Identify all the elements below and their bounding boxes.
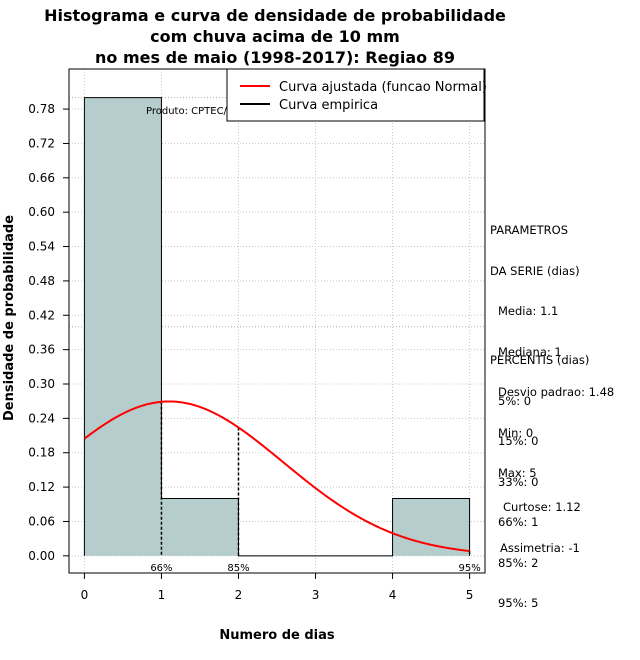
y-tick-label: 0.24 [28,411,55,425]
y-tick-label: 0.72 [28,136,55,150]
percentil-95: 95%: 5 [498,596,539,610]
params-panel: PARAMETROS DA SERIE (dias) Media: 1.1 Me… [490,197,614,494]
percentis-panel: PERCENTIS (dias) 5%: 0 15%: 0 33%: 0 66%… [490,327,589,624]
x-axis-label: Numero de dias [219,628,335,643]
param-max: Max: 5 [498,466,537,480]
y-tick-label: 0.12 [28,480,55,494]
y-tick-label: 0.66 [28,171,55,185]
chart-title-line-2: com chuva acima de 10 mm [150,27,400,46]
percentil-33: 33%: 0 [498,474,539,489]
params-title-2: DA SERIE (dias) [490,263,580,278]
x-tick-label: 3 [312,588,320,602]
normal-curve [83,400,470,553]
legend-normal-label: Curva ajustada (funcao Normal) [279,80,487,95]
percentil-85: 85%: 2 [498,555,539,570]
percentile-marker-label: 85% [227,563,249,574]
y-tick-label: 0.48 [28,274,55,288]
percentile-marker-label: 66% [150,563,172,574]
param-mediana: Mediana: 1 [498,344,562,359]
histogram-bar [84,97,162,556]
x-tick-label: 4 [389,588,397,602]
x-tick-label: 1 [158,588,166,602]
stat-assimetria: Assimetria: -1 [500,540,580,555]
x-tick-label: 5 [466,588,474,602]
stat-curtose: Curtose: 1.12 [503,500,581,514]
y-tick-label: 0.42 [28,308,55,322]
param-media: Media: 1.1 [498,304,559,318]
legend-box [226,68,485,122]
y-axis-label: Densidade de probabilidade [2,215,17,421]
y-tick-label: 0.60 [28,205,55,219]
percentile-marker-label: 95% [458,563,480,574]
legend-empirical-label: Curva empirica [279,98,378,113]
param-desvio: Desvio padrao: 1.48 [498,385,615,399]
product-label: Produto: CPTEC/INPE [146,106,250,117]
percentil-5: 5%: 0 [498,393,532,408]
y-tick-label: 0.06 [28,514,55,528]
percentil-15: 15%: 0 [498,434,539,448]
percentis-title: PERCENTIS (dias) [490,353,590,367]
percentil-66: 66%: 1 [498,515,539,529]
empirical-curve [83,97,471,557]
histogram-bar [161,498,239,556]
x-tick-label: 0 [81,588,89,602]
y-tick-label: 0.00 [28,549,55,563]
y-tick-label: 0.18 [28,446,55,460]
chart-title-line-1: Histograma e curva de densidade de proba… [44,6,506,25]
y-tick-label: 0.36 [28,343,55,357]
stats-panel: Curtose: 1.12 Assimetria: -1 [500,474,581,569]
x-tick-label: 2 [235,588,243,602]
chart-title-line-3: no mes de maio (1998-2017): Regiao 89 [95,48,455,67]
y-tick-label: 0.78 [28,102,55,116]
histogram-bar [392,498,470,556]
y-tick-label: 0.30 [28,377,55,391]
y-tick-label: 0.54 [28,240,55,254]
params-title-1: PARAMETROS [490,223,569,237]
param-min: Min: 0 [498,425,534,440]
